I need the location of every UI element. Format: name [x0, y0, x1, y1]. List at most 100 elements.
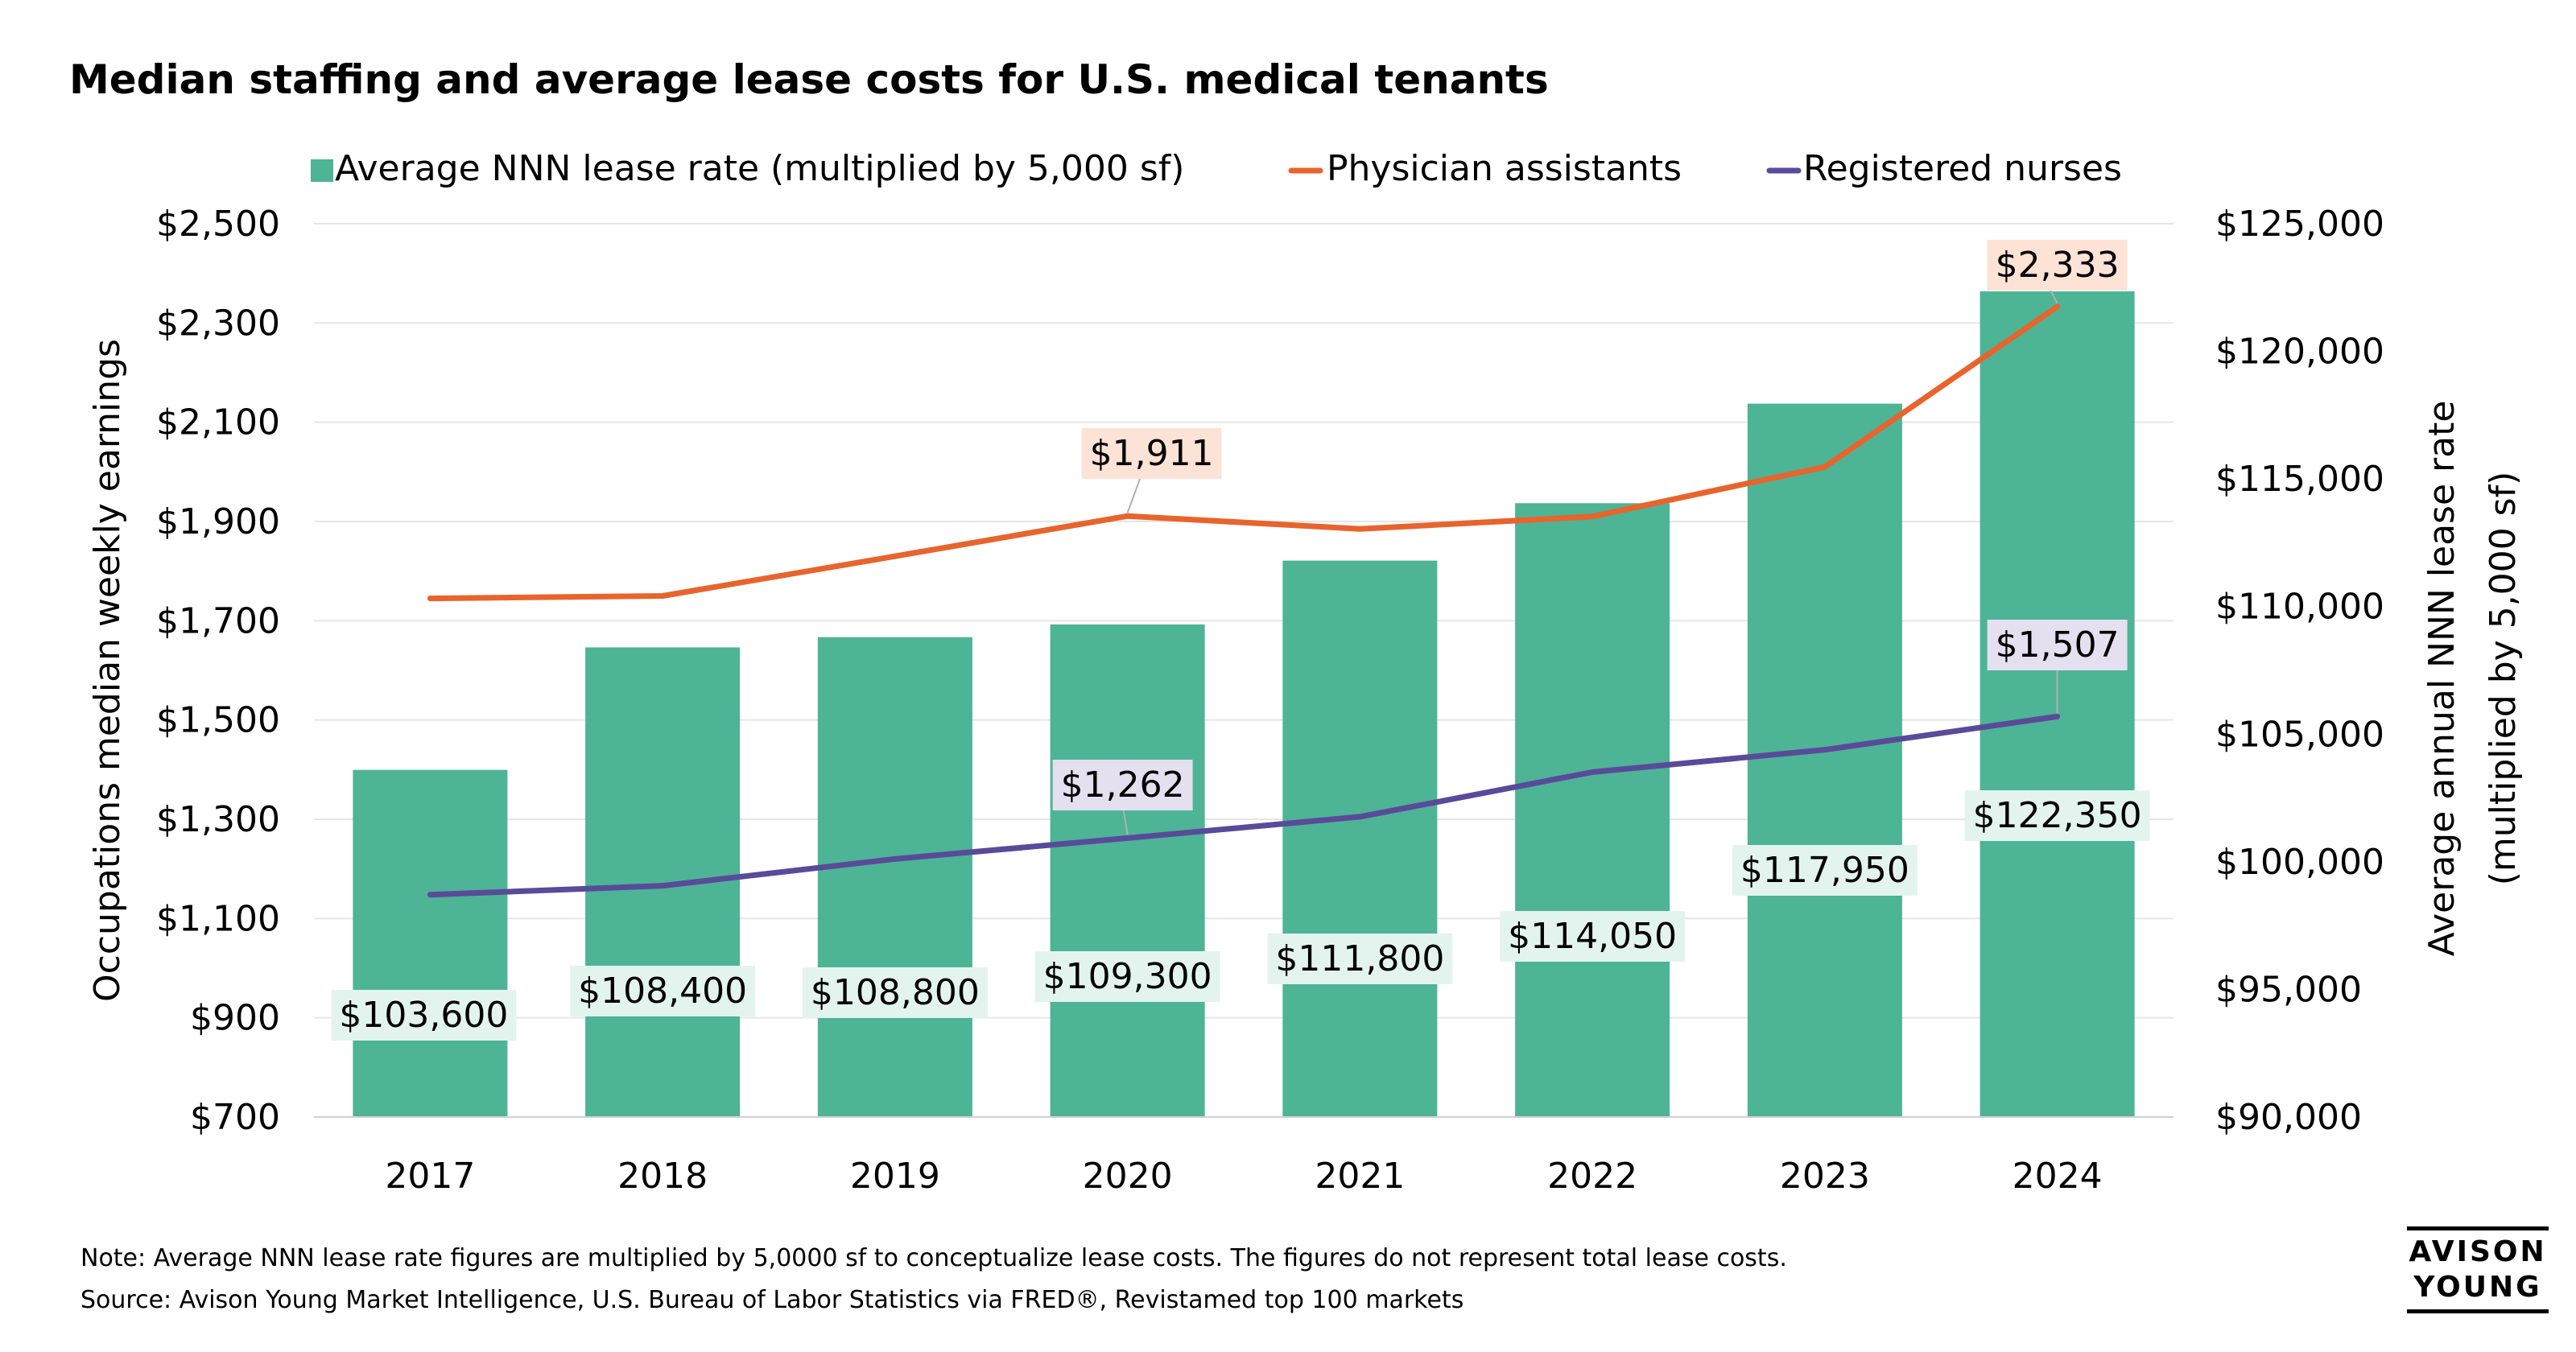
- x-tick-label: 2020: [1083, 1156, 1173, 1197]
- leader-line: [1126, 472, 1143, 513]
- y2-tick-label: $115,000: [2215, 459, 2384, 500]
- y-tick-label: $2,100: [156, 402, 280, 443]
- line-series: [427, 303, 2061, 898]
- bar-value-label-2018-text: $108,400: [578, 971, 747, 1012]
- bar-value-label-2019-text: $108,800: [811, 972, 980, 1013]
- x-tick-label: 2021: [1315, 1156, 1405, 1197]
- y-tick-label: $1,100: [156, 898, 280, 939]
- line-point: [1823, 465, 1827, 469]
- bar-value-label-2024-text: $122,350: [1973, 795, 2142, 836]
- bar-value-label-2023: $117,950: [1732, 845, 1918, 896]
- y2-tick-label: $105,000: [2215, 714, 2384, 755]
- y2-tick-label: $95,000: [2215, 969, 2362, 1010]
- line-point: [1125, 514, 1129, 518]
- bar-value-label-2022-text: $114,050: [1508, 916, 1677, 957]
- registered-nurses-line: [427, 713, 2061, 898]
- nurse-label-2024: $1,507: [1987, 620, 2128, 670]
- y-tick-label: $2,500: [156, 204, 280, 245]
- line-point: [1358, 527, 1362, 531]
- y2-tick-label: $100,000: [2215, 842, 2384, 883]
- bar-2020: [1050, 624, 1205, 1117]
- nurse-label-2024-text: $1,507: [1996, 624, 2120, 666]
- line-point: [893, 554, 897, 559]
- y-tick-label: $900: [190, 998, 280, 1039]
- x-tick-label: 2022: [1547, 1156, 1637, 1197]
- line-point: [1591, 514, 1595, 518]
- nurse-label-2020-bg: [1052, 760, 1193, 810]
- y2-tick-label: $120,000: [2215, 332, 2384, 373]
- y-tick-label: $700: [190, 1097, 280, 1138]
- y-tick-label: $1,900: [156, 501, 280, 542]
- bar-value-label-2023-text: $117,950: [1740, 850, 1909, 891]
- line-point: [661, 884, 665, 888]
- combo-chart: $103,600 $108,400 $108,800 $109,300 $111,800…: [87, 148, 2524, 1197]
- line-point: [428, 596, 432, 600]
- x-tick-label: 2018: [617, 1156, 708, 1197]
- bar-value-label-2021: $111,800: [1267, 934, 1453, 984]
- avison-young-logo: AVISON YOUNG: [2407, 1226, 2549, 1313]
- legend: Average NNN lease rate (multiplied by 5,…: [311, 148, 2122, 189]
- nurse-label-2020-text: $1,262: [1061, 765, 1185, 806]
- x-tick-label: 2024: [2013, 1156, 2103, 1197]
- line-point: [2055, 715, 2059, 719]
- bar-value-label-2020-bg: [1034, 951, 1220, 1002]
- bar-value-label-2024: $122,350: [1964, 790, 2150, 841]
- y-tick-label: $1,700: [156, 600, 280, 641]
- y-tick-label: $1,500: [156, 700, 280, 741]
- bar-2021: [1282, 560, 1438, 1117]
- y-tick-label: $1,300: [156, 799, 280, 840]
- bar-value-label-2021-text: $111,800: [1275, 938, 1444, 979]
- physician-label-2020-text: $1,911: [1090, 433, 1214, 474]
- bar-value-label-2019-bg: [802, 967, 988, 1018]
- bar-2019: [817, 637, 972, 1117]
- bar-value-label-2021-bg: [1267, 934, 1453, 984]
- bar-value-label-2023-bg: [1732, 845, 1918, 896]
- physician-label-2024: $2,333: [1987, 240, 2128, 291]
- y2-axis-title-line2: (multiplied by 5,000 sf): [2483, 472, 2524, 885]
- y2-tick-label: $125,000: [2215, 204, 2384, 245]
- physician-label-2024-bg: [1987, 240, 2128, 291]
- y2-axis-title-line1: Average annual NNN lease rate: [2421, 401, 2462, 957]
- bar-value-label-2020: $109,300: [1034, 951, 1220, 1002]
- x-tick-label: 2019: [850, 1156, 940, 1197]
- x-tick-label: 2017: [385, 1156, 475, 1197]
- line-point: [1358, 814, 1362, 818]
- y2-tick-label: $110,000: [2215, 587, 2384, 628]
- bar-value-label-2018-bg: [570, 966, 756, 1016]
- bar-2023: [1747, 403, 1902, 1118]
- line-point: [1823, 748, 1827, 752]
- physician-label-2020-bg: [1081, 428, 1222, 479]
- legend-label-nurse: Registered nurses: [1803, 148, 2122, 189]
- y2-tick-label: $90,000: [2215, 1097, 2362, 1138]
- line-point: [2055, 304, 2059, 308]
- line-point: [428, 892, 432, 897]
- bar-value-label-2019: $108,800: [802, 967, 988, 1018]
- physician-label-2024-text: $2,333: [1996, 245, 2120, 286]
- bar-value-label-2022-bg: [1500, 911, 1686, 962]
- bar-value-label-2018: $108,400: [570, 966, 756, 1016]
- logo-line-1: AVISON: [2409, 1235, 2547, 1268]
- line-point: [893, 857, 897, 861]
- chart-title: Median staffing and average lease costs …: [69, 56, 1549, 103]
- line-point: [1125, 836, 1129, 840]
- y-tick-label: $2,300: [156, 303, 280, 344]
- bar-value-label-2020-text: $109,300: [1043, 956, 1212, 997]
- source-text: Source: Avison Young Market Intelligence…: [80, 1286, 1464, 1314]
- note-text: Note: Average NNN lease rate figures are…: [80, 1244, 1787, 1272]
- bar-value-label-2022: $114,050: [1500, 911, 1686, 962]
- x-tick-label: 2023: [1780, 1156, 1870, 1197]
- bar-value-label-2024-bg: [1964, 790, 2150, 841]
- bar-2017: [353, 769, 508, 1117]
- physician-assistants-line: [427, 303, 2061, 602]
- data-labels: $103,600 $108,400 $108,800 $109,300 $111,800…: [331, 240, 2150, 1041]
- legend-swatch-lease: [311, 159, 333, 182]
- nurse-label-2024-bg: [1987, 620, 2128, 670]
- line-point: [661, 594, 665, 598]
- bar-value-label-2017-bg: [331, 990, 517, 1041]
- line-point: [1591, 770, 1595, 774]
- legend-label-lease: Average NNN lease rate (multiplied by 5,…: [335, 148, 1184, 189]
- y-axis-title: Occupations median weekly earnings: [87, 339, 128, 1002]
- nurse-label-2020: $1,262: [1052, 760, 1193, 810]
- footnotes: Note: Average NNN lease rate figures are…: [80, 1238, 1787, 1321]
- bar-value-label-2017: $103,600: [331, 990, 517, 1041]
